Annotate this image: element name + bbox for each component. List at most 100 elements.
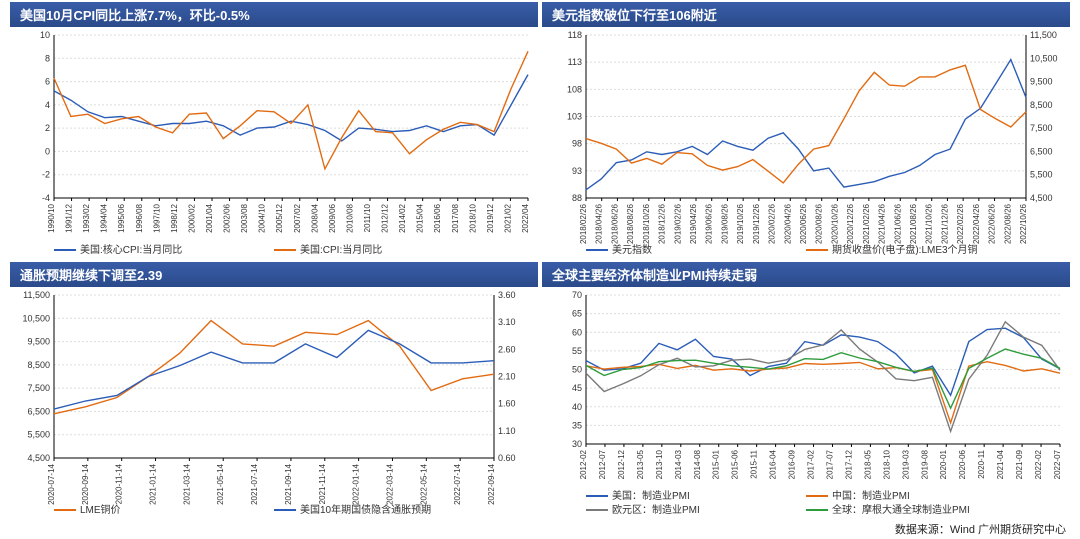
svg-text:103: 103: [567, 112, 582, 122]
svg-text:8,500: 8,500: [27, 360, 50, 370]
svg-text:期货收盘价(电子盘):LME3个月铜: 期货收盘价(电子盘):LME3个月铜: [832, 243, 978, 256]
svg-text:2019/12/26: 2019/12/26: [752, 203, 761, 244]
svg-text:2001/04: 2001/04: [205, 203, 214, 232]
svg-text:2011/10: 2011/10: [363, 203, 372, 232]
panel-title-copper: 通胀预期继续下调至2.39: [10, 262, 538, 287]
svg-text:2016-04: 2016-04: [769, 449, 778, 479]
svg-text:108: 108: [567, 84, 582, 94]
svg-text:30: 30: [572, 439, 582, 449]
svg-text:2012-02: 2012-02: [579, 449, 588, 479]
svg-text:2021/04/26: 2021/04/26: [878, 203, 887, 244]
svg-text:1.60: 1.60: [498, 399, 516, 409]
svg-text:2022-09-14: 2022-09-14: [487, 463, 496, 504]
svg-text:3.10: 3.10: [498, 317, 516, 327]
svg-text:2020-07-14: 2020-07-14: [47, 463, 56, 504]
svg-text:2021-04: 2021-04: [996, 449, 1005, 479]
svg-text:-4: -4: [42, 193, 50, 203]
svg-text:4,500: 4,500: [27, 453, 50, 463]
svg-text:113: 113: [568, 57, 582, 67]
svg-text:4: 4: [45, 100, 50, 110]
svg-text:2016-09: 2016-09: [788, 449, 797, 479]
svg-text:2020-06: 2020-06: [958, 449, 967, 479]
svg-text:2020/10/26: 2020/10/26: [830, 203, 839, 244]
svg-text:2018-05: 2018-05: [863, 449, 872, 479]
svg-text:9,500: 9,500: [1030, 77, 1053, 87]
svg-text:2022-01-14: 2022-01-14: [352, 463, 361, 504]
svg-text:1995/06: 1995/06: [117, 203, 126, 232]
svg-text:2021-03-14: 2021-03-14: [182, 463, 191, 504]
svg-text:美国：制造业PMI: 美国：制造业PMI: [612, 489, 690, 502]
svg-text:2022-07: 2022-07: [1053, 449, 1062, 479]
svg-text:2017/08: 2017/08: [451, 203, 460, 232]
svg-text:2005/12: 2005/12: [275, 203, 284, 232]
svg-text:2021/12/26: 2021/12/26: [940, 203, 949, 244]
panel-title-pmi: 全球主要经济体制造业PMI持续走弱: [542, 262, 1070, 287]
svg-text:2022/06/26: 2022/06/26: [988, 203, 997, 244]
svg-text:2012/12: 2012/12: [381, 203, 390, 232]
svg-text:2017-02: 2017-02: [807, 449, 816, 479]
svg-text:2018/04/26: 2018/04/26: [595, 203, 604, 244]
panel-title-dxy: 美元指数破位下行至106附近: [542, 2, 1070, 27]
svg-text:2022-05-14: 2022-05-14: [419, 463, 428, 504]
svg-text:6,500: 6,500: [27, 406, 50, 416]
panel-title-cpi: 美国10月CPI同比上涨7.7%，环比-0.5%: [10, 2, 538, 27]
svg-text:2008/04: 2008/04: [310, 203, 319, 232]
svg-text:2022/08/26: 2022/08/26: [1003, 203, 1012, 244]
svg-text:2.60: 2.60: [498, 344, 516, 354]
svg-text:2018/10: 2018/10: [468, 203, 477, 232]
svg-text:10,500: 10,500: [22, 313, 50, 323]
svg-text:0: 0: [45, 146, 50, 156]
svg-text:70: 70: [572, 290, 582, 300]
svg-text:2015-06: 2015-06: [731, 449, 740, 479]
svg-text:2014/02: 2014/02: [398, 203, 407, 232]
svg-text:2018/06/26: 2018/06/26: [610, 203, 619, 244]
svg-text:美国:核心CPI:当月同比: 美国:核心CPI:当月同比: [80, 243, 182, 256]
svg-text:6,500: 6,500: [1030, 146, 1053, 156]
svg-text:2019/04/26: 2019/04/26: [689, 203, 698, 244]
svg-text:2020-11: 2020-11: [977, 449, 986, 478]
svg-text:2021/06/26: 2021/06/26: [893, 203, 902, 244]
svg-text:1993/02: 1993/02: [82, 203, 91, 232]
svg-text:2015/04: 2015/04: [416, 203, 425, 232]
svg-text:1998/12: 1998/12: [170, 203, 179, 232]
svg-text:2018/12/26: 2018/12/26: [658, 203, 667, 244]
svg-text:-2: -2: [42, 170, 50, 180]
svg-text:2013-10: 2013-10: [655, 449, 664, 479]
svg-text:2020/08/26: 2020/08/26: [815, 203, 824, 244]
svg-text:1994/04: 1994/04: [100, 203, 109, 232]
svg-text:1991/12: 1991/12: [65, 203, 74, 232]
svg-text:2015-11: 2015-11: [750, 449, 759, 478]
svg-text:6: 6: [45, 77, 50, 87]
svg-text:60: 60: [572, 327, 582, 337]
panel-grid: 美国10月CPI同比上涨7.7%，环比-0.5% -4-202468101990…: [0, 0, 1080, 518]
svg-text:2013-05: 2013-05: [636, 449, 645, 479]
svg-text:2020-09-14: 2020-09-14: [81, 463, 90, 504]
svg-text:2021/08/26: 2021/08/26: [909, 203, 918, 244]
svg-text:2022/10/26: 2022/10/26: [1019, 203, 1028, 244]
svg-text:2022-03-14: 2022-03-14: [385, 463, 394, 504]
svg-text:2007/02: 2007/02: [293, 203, 302, 232]
svg-text:3.60: 3.60: [498, 290, 516, 300]
svg-text:88: 88: [572, 193, 582, 203]
svg-text:2014-08: 2014-08: [693, 449, 702, 479]
svg-text:2021/02/26: 2021/02/26: [862, 203, 871, 244]
svg-text:1997/10: 1997/10: [152, 203, 161, 232]
svg-text:2018/08/26: 2018/08/26: [626, 203, 635, 244]
svg-text:2019/08/26: 2019/08/26: [720, 203, 729, 244]
svg-text:98: 98: [572, 139, 582, 149]
svg-text:2020/04/26: 2020/04/26: [783, 203, 792, 244]
svg-text:全球：摩根大通全球制造业PMI: 全球：摩根大通全球制造业PMI: [832, 503, 970, 516]
svg-text:118: 118: [568, 30, 582, 40]
svg-text:2012-07: 2012-07: [598, 449, 607, 479]
svg-text:2012-12: 2012-12: [617, 449, 626, 479]
svg-text:10: 10: [40, 30, 50, 40]
svg-text:2020-11-14: 2020-11-14: [115, 463, 124, 504]
svg-text:2021-07-14: 2021-07-14: [250, 463, 259, 504]
svg-text:11,500: 11,500: [1030, 30, 1057, 40]
svg-text:50: 50: [572, 365, 582, 375]
svg-text:2019/10/26: 2019/10/26: [736, 203, 745, 244]
svg-text:2021-05-14: 2021-05-14: [216, 463, 225, 504]
svg-text:2021-01-14: 2021-01-14: [149, 463, 158, 504]
panel-cpi: 美国10月CPI同比上涨7.7%，环比-0.5% -4-202468101990…: [10, 2, 538, 258]
data-source: 数据来源：Wind 广州期货研究中心: [895, 521, 1066, 537]
